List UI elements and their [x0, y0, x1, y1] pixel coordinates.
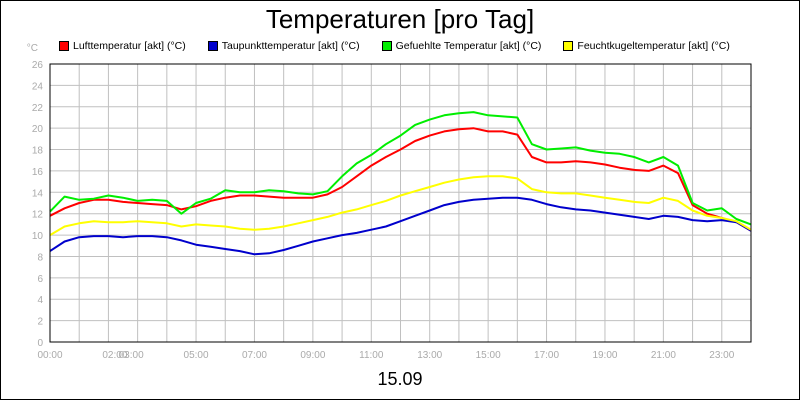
x-tick-label: 23:00 — [709, 350, 734, 361]
y-tick-label: 16 — [32, 167, 44, 178]
y-tick-label: 18 — [32, 146, 44, 157]
x-tick-label: 02:00 — [102, 350, 127, 361]
x-tick-label: 03:00 — [119, 350, 144, 361]
legend-swatch — [381, 41, 392, 51]
y-tick-label: 8 — [37, 252, 43, 263]
y-tick-label: 24 — [32, 81, 44, 92]
legend-item-2: Taupunkttemperatur [akt] (°C) — [207, 40, 360, 52]
series-line-4 — [49, 175, 752, 236]
x-tick-label: 17:00 — [534, 350, 559, 361]
legend: Lufttemperatur [akt] (°C) Taupunkttempera… — [59, 39, 752, 53]
x-tick-label: 19:00 — [592, 350, 617, 361]
x-tick-label: 00:00 — [37, 350, 62, 361]
x-tick-label: 05:00 — [184, 350, 209, 361]
y-axis-unit-label: °C — [27, 43, 38, 54]
legend-swatch — [59, 41, 69, 51]
x-tick-label: 21:00 — [651, 350, 676, 361]
series-line-2 — [49, 196, 752, 256]
legend-label: Gefuehlte Temperatur [akt] (°C) — [395, 40, 542, 52]
y-tick-label: 22 — [32, 103, 44, 114]
legend-label: Feuchtkugeltemperatur [akt] (°C) — [577, 40, 730, 52]
legend-item-3: Gefuehlte Temperatur [akt] (°C) — [381, 40, 542, 52]
legend-label: Taupunkttemperatur [akt] (°C) — [221, 40, 360, 52]
plot-border — [49, 63, 752, 343]
y-tick-label: 4 — [37, 295, 43, 306]
series-line-1 — [49, 127, 752, 232]
chart-title: Temperaturen [pro Tag] — [265, 4, 535, 34]
series-line-3 — [49, 111, 752, 226]
y-tick-label: 20 — [32, 124, 44, 135]
legend-swatch — [563, 41, 574, 51]
x-tick-label: 07:00 — [242, 350, 267, 361]
legend-label: Lufttemperatur [akt] (°C) — [73, 40, 186, 52]
legend-item-4: Feuchtkugeltemperatur [akt] (°C) — [563, 40, 730, 52]
y-tick-label: 26 — [32, 60, 44, 71]
y-tick-label: 0 — [37, 338, 43, 349]
x-tick-label: 09:00 — [300, 350, 325, 361]
y-tick-label: 6 — [37, 274, 43, 285]
x-tick-label: 13:00 — [417, 350, 442, 361]
y-tick-label: 14 — [32, 188, 44, 199]
legend-swatch — [207, 41, 218, 51]
y-tick-label: 2 — [37, 317, 43, 328]
y-tick-label: 10 — [32, 231, 44, 242]
x-tick-label: 11:00 — [359, 350, 384, 361]
legend-item-1: Lufttemperatur [akt] (°C) — [59, 40, 186, 52]
x-axis-date-label: 15.09 — [377, 369, 423, 389]
y-tick-label: 12 — [32, 210, 44, 221]
x-tick-label: 15:00 — [476, 350, 501, 361]
